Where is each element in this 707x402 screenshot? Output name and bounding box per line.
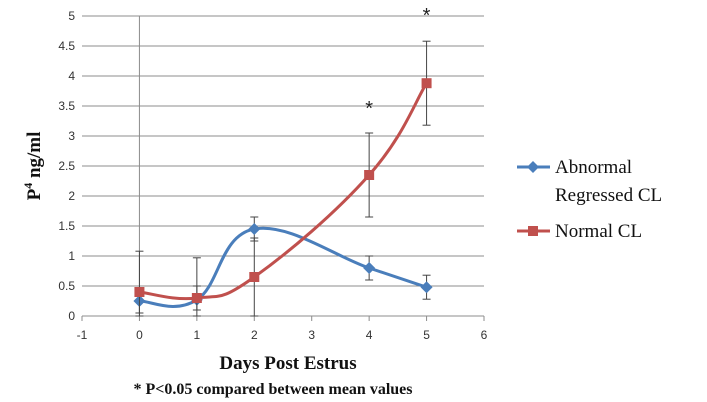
y-axis-title-superscript: 4 xyxy=(21,183,35,189)
significance-asterisk: * xyxy=(365,98,373,120)
legend: Abnormal Regressed CL Normal CL xyxy=(517,157,662,242)
y-tick-label: 2 xyxy=(68,189,75,203)
legend-label: Regressed CL xyxy=(555,185,662,206)
x-tick-label: 4 xyxy=(366,328,373,342)
x-tick-label: 1 xyxy=(194,328,201,342)
y-tick-label: 4.5 xyxy=(58,39,75,53)
y-tick-label: 0.5 xyxy=(58,279,75,293)
legend-item-normal-cl: Normal CL xyxy=(517,221,642,242)
series-normal-cl xyxy=(134,40,432,317)
data-point-diamond xyxy=(420,281,433,294)
x-axis-title: Days Post Estrus xyxy=(219,353,356,374)
y-tick-label: 1.5 xyxy=(58,219,75,233)
series-abnormal-regressed-cl xyxy=(133,216,433,317)
legend-label: Abnormal xyxy=(555,157,632,178)
gridlines xyxy=(82,15,484,287)
y-tick-label: 0 xyxy=(68,309,75,323)
x-tick-label: 2 xyxy=(251,328,258,342)
y-tick-label: 4 xyxy=(68,69,75,83)
data-point-square xyxy=(191,293,202,303)
y-tick-label: 1 xyxy=(68,249,75,263)
x-tick-label: 0 xyxy=(136,328,143,342)
footnote: * P<0.05 compared between mean values xyxy=(133,381,412,398)
data-point-diamond xyxy=(363,262,376,274)
series-line xyxy=(139,226,428,308)
legend-item-abnormal-regressed-cl: Abnormal Regressed CL xyxy=(517,157,662,206)
significance-asterisk: * xyxy=(423,5,431,27)
y-tick-label: 2.5 xyxy=(58,159,75,173)
axes: 00.511.522.533.544.55-1 0 1 2 3 4 5 6 xyxy=(58,9,487,342)
data-point-square xyxy=(249,272,260,282)
y-tick-label: 3 xyxy=(68,129,75,143)
x-tick-label: 5 xyxy=(423,328,430,342)
data-point-diamond xyxy=(248,223,261,235)
data-point-square xyxy=(134,287,145,297)
y-tick-label: 3.5 xyxy=(58,99,75,113)
y-axis-title-main: P xyxy=(24,188,45,200)
annotation-layer: ** xyxy=(365,5,430,120)
x-tick-label: 6 xyxy=(481,328,488,342)
x-tick-label: -1 xyxy=(77,328,88,342)
y-axis-title: P4 ng/ml xyxy=(21,132,45,201)
x-tick-label: 3 xyxy=(308,328,315,342)
data-point-square xyxy=(421,78,432,89)
legend-label: Normal CL xyxy=(555,221,642,242)
legend-swatch-marker xyxy=(527,161,539,173)
y-tick-label: 5 xyxy=(68,9,75,23)
series-line xyxy=(139,82,428,301)
y-axis-title-suffix: ng/ml xyxy=(24,132,45,183)
series-layer xyxy=(133,40,433,317)
data-point-square xyxy=(364,170,375,180)
legend-swatch-marker xyxy=(528,226,538,236)
